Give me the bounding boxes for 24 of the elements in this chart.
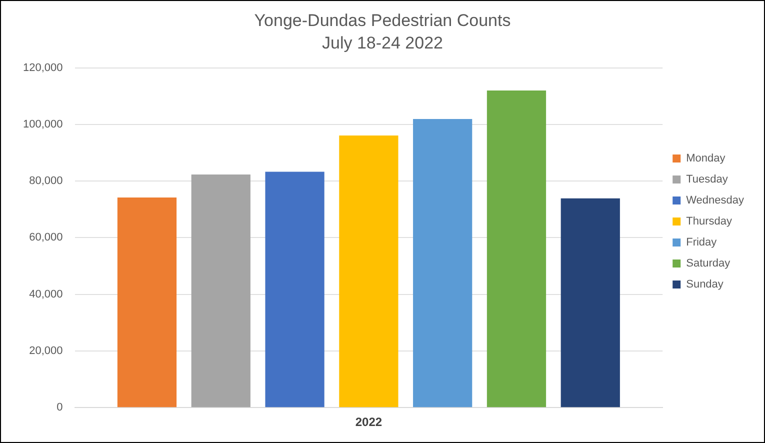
y-tick-label: 60,000 bbox=[29, 232, 63, 244]
bar bbox=[117, 197, 177, 408]
y-tick-label: 80,000 bbox=[29, 175, 63, 188]
y-tick-label: 120,000 bbox=[22, 62, 63, 74]
legend-label: Friday bbox=[686, 236, 718, 249]
legend-label: Tuesday bbox=[686, 174, 728, 186]
legend-label: Monday bbox=[686, 152, 726, 165]
x-tick-label: 2022 bbox=[355, 415, 382, 430]
bar bbox=[486, 90, 546, 408]
bar bbox=[560, 198, 620, 408]
chart-subtitle: July 18-24 2022 bbox=[322, 33, 443, 52]
legend-label: Sunday bbox=[686, 278, 724, 291]
bar bbox=[339, 135, 398, 408]
y-tick-label: 20,000 bbox=[29, 345, 63, 357]
bar bbox=[265, 172, 324, 408]
y-tick-label: 100,000 bbox=[22, 118, 63, 130]
chart-title: Yonge-Dundas Pedestrian Counts bbox=[254, 10, 511, 30]
legend-label: Wednesday bbox=[686, 194, 744, 207]
legend-label: Saturday bbox=[686, 258, 731, 270]
y-tick-label: 40,000 bbox=[29, 288, 63, 300]
legend-label: Thursday bbox=[686, 216, 732, 228]
y-tick-label: 0 bbox=[56, 402, 63, 414]
bar bbox=[191, 174, 250, 408]
bar bbox=[413, 119, 472, 408]
